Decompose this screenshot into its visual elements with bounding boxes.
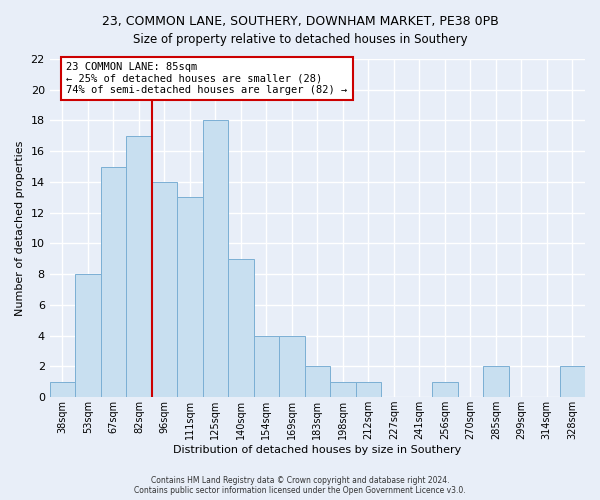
Bar bbox=[432, 382, 458, 397]
Bar bbox=[75, 274, 101, 397]
Bar bbox=[228, 259, 254, 397]
Bar bbox=[305, 366, 330, 397]
Text: 23 COMMON LANE: 85sqm
← 25% of detached houses are smaller (28)
74% of semi-deta: 23 COMMON LANE: 85sqm ← 25% of detached … bbox=[66, 62, 347, 96]
Bar bbox=[279, 336, 305, 397]
Text: Size of property relative to detached houses in Southery: Size of property relative to detached ho… bbox=[133, 32, 467, 46]
Bar bbox=[203, 120, 228, 397]
Bar bbox=[330, 382, 356, 397]
Y-axis label: Number of detached properties: Number of detached properties bbox=[15, 140, 25, 316]
Bar bbox=[356, 382, 381, 397]
Text: Contains HM Land Registry data © Crown copyright and database right 2024.
Contai: Contains HM Land Registry data © Crown c… bbox=[134, 476, 466, 495]
Bar bbox=[483, 366, 509, 397]
Bar bbox=[126, 136, 152, 397]
X-axis label: Distribution of detached houses by size in Southery: Distribution of detached houses by size … bbox=[173, 445, 461, 455]
Text: 23, COMMON LANE, SOUTHERY, DOWNHAM MARKET, PE38 0PB: 23, COMMON LANE, SOUTHERY, DOWNHAM MARKE… bbox=[101, 15, 499, 28]
Bar bbox=[50, 382, 75, 397]
Bar bbox=[254, 336, 279, 397]
Bar bbox=[152, 182, 177, 397]
Bar bbox=[560, 366, 585, 397]
Bar bbox=[177, 198, 203, 397]
Bar bbox=[101, 166, 126, 397]
